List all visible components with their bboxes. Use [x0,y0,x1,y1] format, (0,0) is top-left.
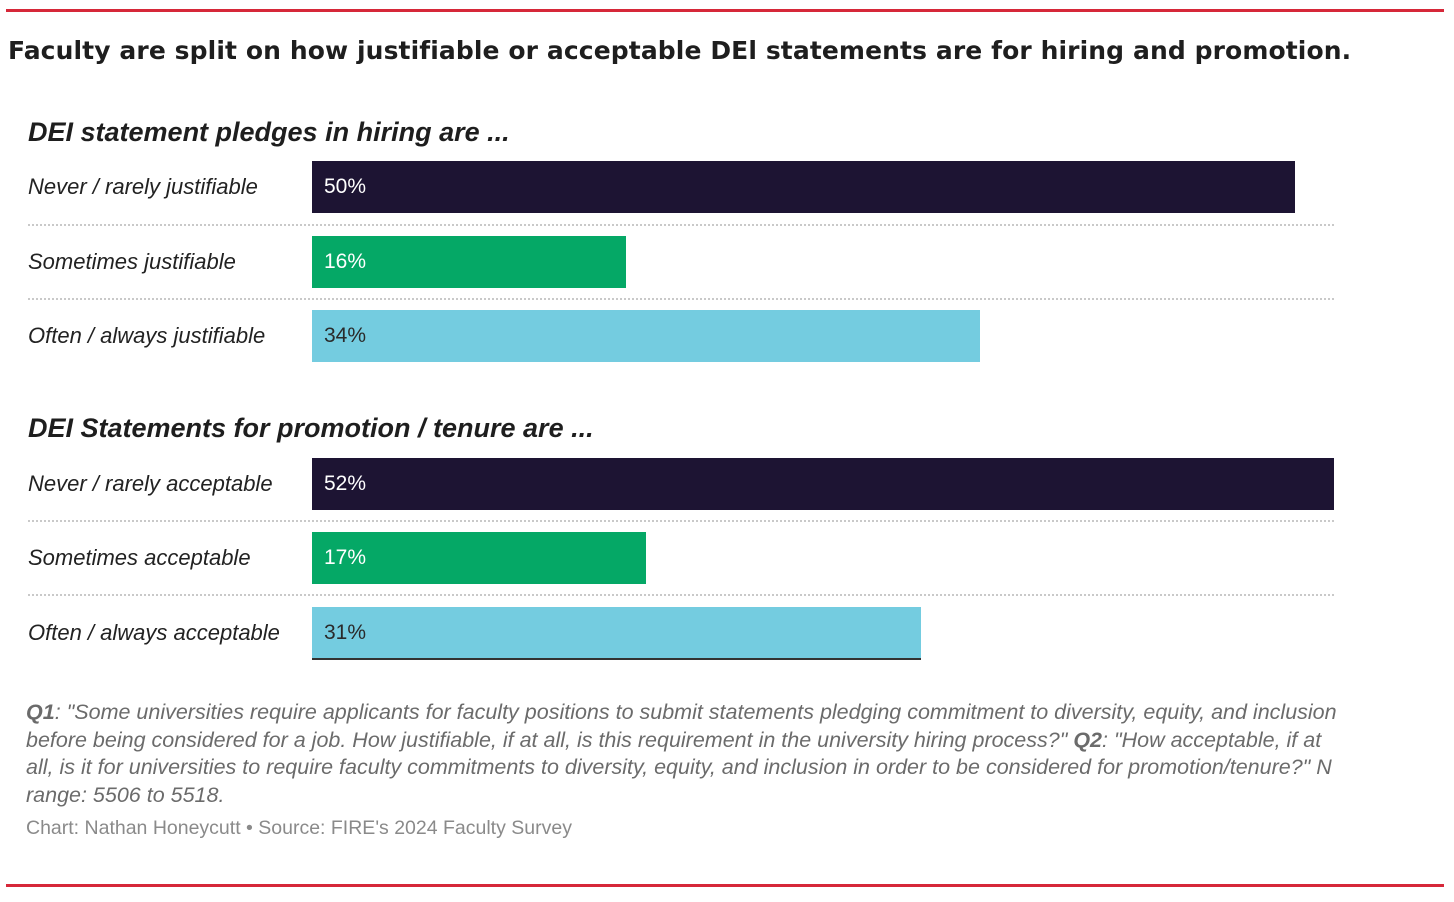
bar-row: Often / always justifiable 34% [0,310,1454,362]
row-separator [28,298,1334,300]
survey-note: Q1: "Some universities require applicant… [26,699,1346,809]
bar [312,607,922,659]
bar-baseline [312,658,922,660]
q2-text: : "How acceptable, if at all, is it for … [26,727,1332,807]
category-label: Never / rarely justifiable [28,174,258,199]
group-title-hiring: DEI statement pledges in hiring are ... [28,117,510,147]
bar-row: Sometimes acceptable 17% [0,532,1454,584]
q2-label: Q2 [1073,727,1103,752]
category-label: Often / always acceptable [28,620,280,645]
bar [312,310,981,362]
value-label: 50% [324,175,367,198]
value-label: 31% [324,621,367,644]
bar-row: Never / rarely justifiable 50% [0,161,1454,213]
value-label: 52% [324,472,367,495]
bar [312,532,647,584]
category-label: Never / rarely acceptable [28,471,273,496]
row-separator [28,520,1334,522]
bar [312,161,1295,213]
chart-credit: Chart: Nathan Honeycutt • Source: FIRE's… [26,817,572,839]
row-separator [28,594,1334,596]
bar [312,236,627,288]
group-title-promotion: DEI Statements for promotion / tenure ar… [28,413,594,443]
bar-row: Never / rarely acceptable 52% [0,458,1454,510]
bar-row: Often / always acceptable 31% [0,607,1454,659]
bottom-accent-rule [6,884,1444,887]
category-label: Sometimes acceptable [28,545,251,570]
bar [312,458,1334,510]
value-label: 16% [324,250,367,273]
q1-label: Q1 [26,700,55,724]
bar-row: Sometimes justifiable 16% [0,236,1454,288]
value-label: 17% [324,546,367,569]
q1-text: : "Some universities require applicants … [26,700,1337,752]
chart-title: Faculty are split on how justifiable or … [8,36,1352,65]
category-label: Often / always justifiable [28,323,266,348]
top-accent-rule [6,9,1444,12]
value-label: 34% [324,324,367,347]
category-label: Sometimes justifiable [28,249,236,274]
row-separator [28,224,1334,226]
